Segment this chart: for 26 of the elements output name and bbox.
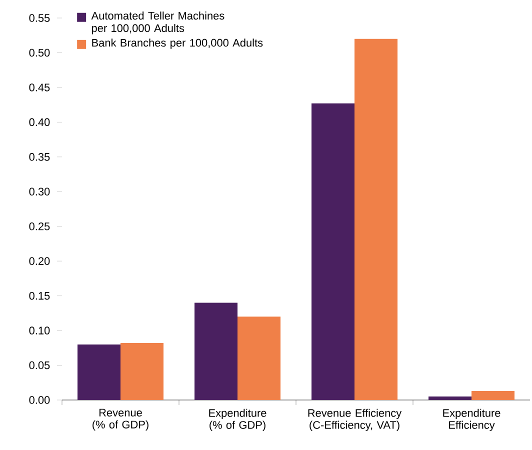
y-tick-label: 0.25 xyxy=(29,222,50,230)
bar xyxy=(78,344,120,400)
y-tick-label: 0.10 xyxy=(29,326,50,334)
y-tick-label: 0.05 xyxy=(29,361,50,370)
y-tick-label: 0.55 xyxy=(29,14,50,22)
y-tick-label: 0.15 xyxy=(29,292,50,300)
bar xyxy=(354,38,398,400)
y-tick-label: 0.40 xyxy=(29,118,50,126)
x-tick-label: Expenditure Efficiency xyxy=(443,408,500,432)
x-tick-label: Expenditure (% of GDP) xyxy=(209,408,266,432)
legend-label: Automated Teller Machines per 100,000 Adults xyxy=(91,12,224,34)
bar xyxy=(194,302,238,400)
bar xyxy=(238,316,281,400)
y-tick-label: 0.50 xyxy=(29,48,50,57)
y-tick-label: 0.45 xyxy=(29,84,50,92)
bar xyxy=(428,396,472,400)
bar xyxy=(312,103,355,400)
x-tick-label: Revenue Efficiency (C-Efficiency, VAT) xyxy=(308,408,402,432)
y-tick-label: 0.20 xyxy=(29,257,50,265)
bar xyxy=(120,343,164,400)
x-tick-label: Revenue (% of GDP) xyxy=(92,408,148,431)
legend-label: Bank Branches per 100,000 Adults xyxy=(92,38,263,49)
y-tick-label: 0.30 xyxy=(29,188,50,196)
y-tick-label: 0.00 xyxy=(29,396,50,404)
bar xyxy=(472,390,515,400)
y-tick-label: 0.35 xyxy=(29,153,50,161)
